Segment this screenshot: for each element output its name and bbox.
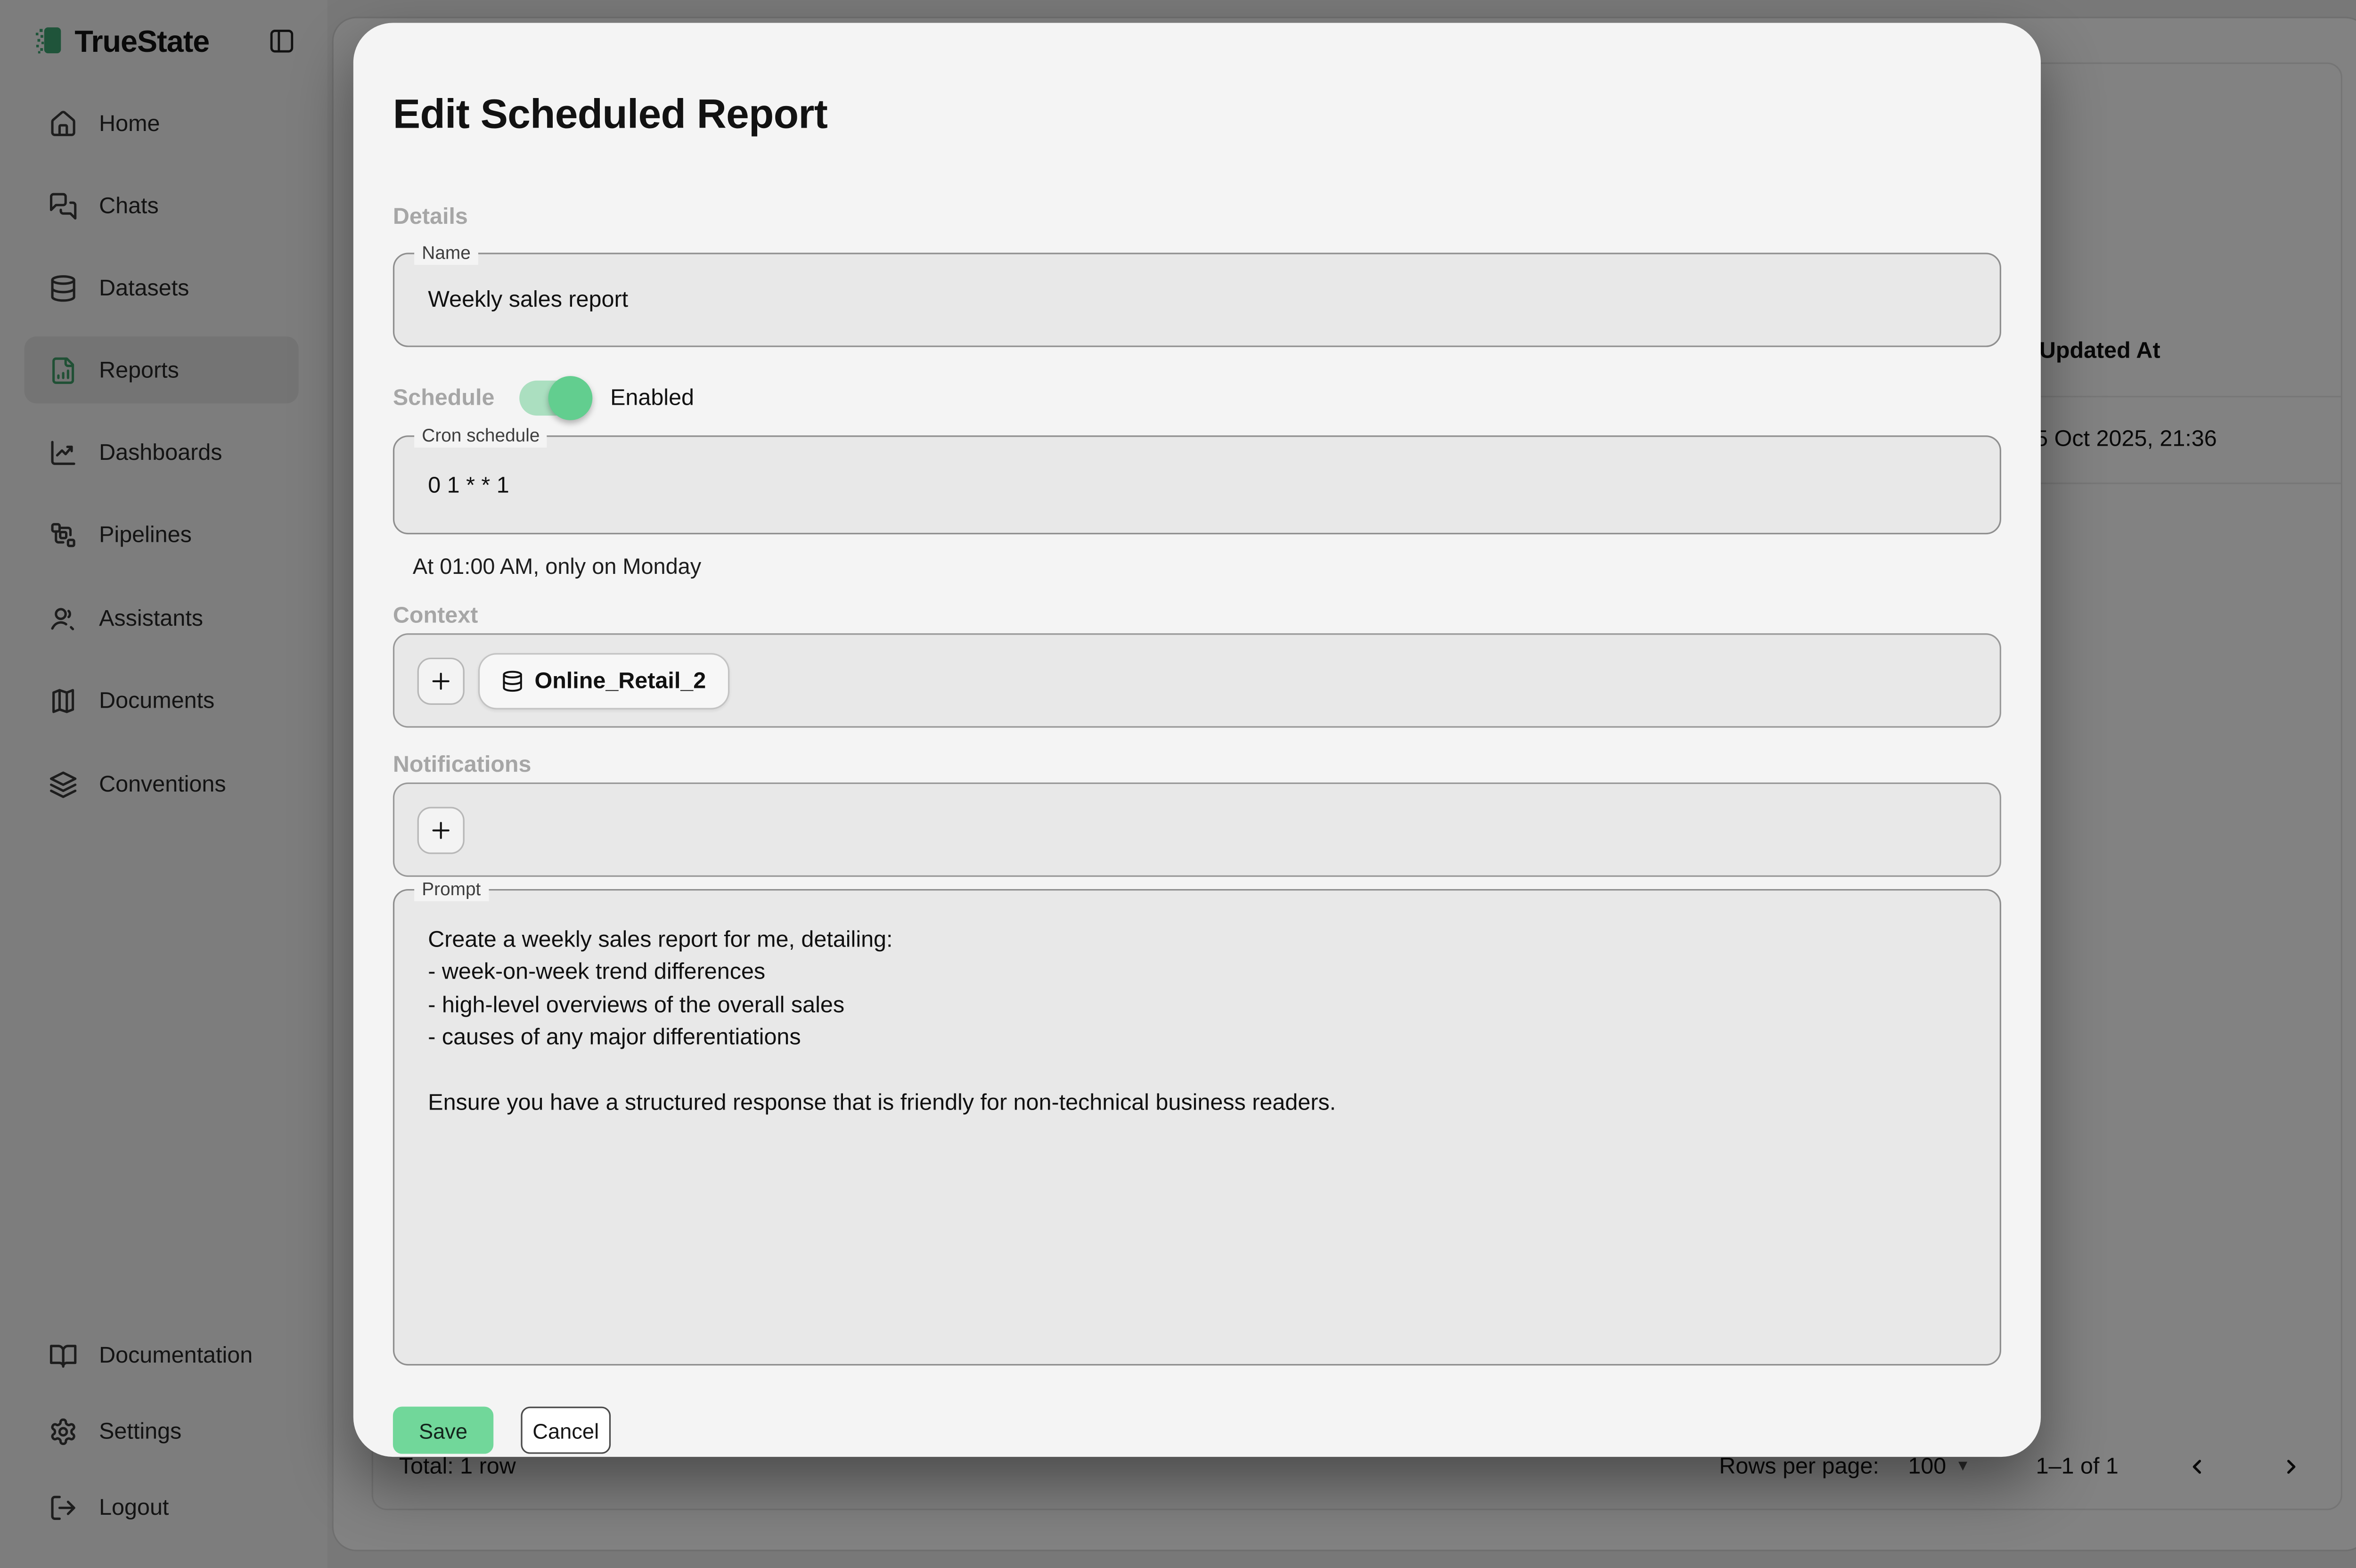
chevron-left-icon (2192, 1459, 2201, 1473)
book-open-icon (49, 1340, 77, 1369)
layers-icon (49, 769, 77, 798)
sidebar-item-label: Home (99, 110, 160, 137)
sidebar-item-pipelines[interactable]: Pipelines (25, 501, 299, 568)
schedule-section-label: Schedule (393, 384, 495, 410)
sidebar-item-label: Chats (99, 192, 159, 219)
rows-per-page-label: Rows per page: (1719, 1453, 1879, 1479)
brand-row: TrueState (0, 18, 327, 73)
gear-icon (49, 1417, 77, 1446)
details-section-label: Details (393, 204, 468, 230)
chevron-down-icon: ▼ (1955, 1457, 1971, 1475)
sidebar-item-label: Documentation (99, 1342, 253, 1368)
sidebar-item-logout[interactable]: Logout (25, 1474, 299, 1541)
plus-icon (432, 821, 450, 839)
cron-field-label: Cron schedule (414, 425, 548, 448)
sidebar-item-conventions[interactable]: Conventions (25, 751, 299, 817)
table-footer: Total: 1 row Rows per page: 100 ▼ 1–1 of… (373, 1423, 2341, 1509)
brand-name: TrueState (74, 25, 210, 60)
workflow-icon (49, 520, 77, 548)
context-section-label: Context (393, 603, 478, 629)
column-header-updated-at[interactable]: Updated At (2039, 338, 2160, 364)
sidebar-item-documents[interactable]: Documents (25, 667, 299, 734)
panel-left-icon (270, 30, 294, 53)
chevron-right-icon (2286, 1459, 2295, 1473)
schedule-enabled-toggle[interactable] (519, 375, 592, 420)
notifications-section-label: Notifications (393, 752, 532, 778)
rows-per-page-value: 100 (1908, 1453, 1947, 1479)
name-field-value: Weekly sales report (428, 287, 629, 313)
logout-icon (49, 1493, 77, 1521)
add-context-button[interactable] (417, 657, 465, 704)
rows-per-page-select[interactable]: 100 ▼ (1908, 1453, 1970, 1479)
total-rows-label: Total: 1 row (399, 1453, 516, 1479)
sidebar: TrueState Home Chats Datasets Reports (0, 0, 327, 1568)
sidebar-item-label: Pipelines (99, 521, 192, 547)
sidebar-item-home[interactable]: Home (25, 90, 299, 157)
sidebar-item-label: Conventions (99, 771, 226, 797)
sidebar-collapse-button[interactable] (265, 24, 298, 58)
sidebar-item-label: Datasets (99, 275, 189, 301)
sidebar-item-label: Assistants (99, 605, 204, 631)
sidebar-item-settings[interactable]: Settings (25, 1397, 299, 1464)
sidebar-item-label: Logout (99, 1494, 169, 1520)
prompt-field-label: Prompt (414, 878, 489, 901)
sidebar-item-documentation[interactable]: Documentation (25, 1322, 299, 1388)
chart-line-icon (49, 438, 77, 466)
prompt-field[interactable]: Prompt Create a weekly sales report for … (393, 878, 2002, 1366)
sidebar-item-assistants[interactable]: Assistants (25, 585, 299, 652)
plus-icon (432, 672, 450, 689)
previous-page-button[interactable] (2179, 1449, 2213, 1483)
add-notification-button[interactable] (417, 806, 465, 854)
context-chip-dataset[interactable]: Online_Retail_2 (478, 652, 729, 709)
name-field[interactable]: Name Weekly sales report (393, 242, 2002, 347)
sidebar-item-label: Dashboards (99, 439, 222, 466)
sidebar-item-label: Documents (99, 687, 215, 713)
table-cell-updated-at: 15 Oct 2025, 21:36 (2022, 426, 2217, 452)
database-icon (49, 273, 77, 302)
dialog-actions: Save Cancel (393, 1406, 2001, 1454)
truestate-logo (33, 26, 62, 55)
context-box: Online_Retail_2 (393, 633, 2002, 728)
dialog-title: Edit Scheduled Report (393, 91, 828, 137)
cron-schedule-field[interactable]: Cron schedule 0 1 * * 1 (393, 425, 2002, 535)
schedule-state-label: Enabled (610, 384, 695, 410)
notifications-box (393, 782, 2002, 877)
sidebar-item-datasets[interactable]: Datasets (25, 254, 299, 321)
save-button[interactable]: Save (393, 1406, 494, 1454)
name-field-label: Name (414, 242, 478, 265)
next-page-button[interactable] (2274, 1449, 2307, 1483)
context-chip-label: Online_Retail_2 (534, 667, 706, 694)
sidebar-item-dashboards[interactable]: Dashboards (25, 419, 299, 486)
home-icon (49, 109, 77, 138)
map-icon (49, 686, 77, 715)
prompt-field-value: Create a weekly sales report for me, det… (428, 927, 1336, 1116)
sidebar-item-chats[interactable]: Chats (25, 172, 299, 239)
pagination-range: 1–1 of 1 (2036, 1453, 2119, 1479)
sidebar-item-label: Settings (99, 1418, 182, 1444)
sidebar-item-label: Reports (99, 357, 179, 383)
cron-helper-text: At 01:00 AM, only on Monday (412, 555, 702, 580)
schedule-row: Schedule Enabled (393, 375, 2001, 420)
toggle-knob (548, 375, 592, 420)
sidebar-item-reports[interactable]: Reports (24, 336, 299, 404)
cron-field-value: 0 1 * * 1 (428, 472, 509, 498)
database-icon (503, 670, 522, 691)
report-file-icon (49, 355, 77, 384)
chats-icon (49, 191, 77, 220)
assistant-user-icon (49, 604, 77, 632)
edit-scheduled-report-dialog: Edit Scheduled Report Details Name Weekl… (353, 23, 2041, 1457)
cancel-button[interactable]: Cancel (521, 1406, 611, 1454)
